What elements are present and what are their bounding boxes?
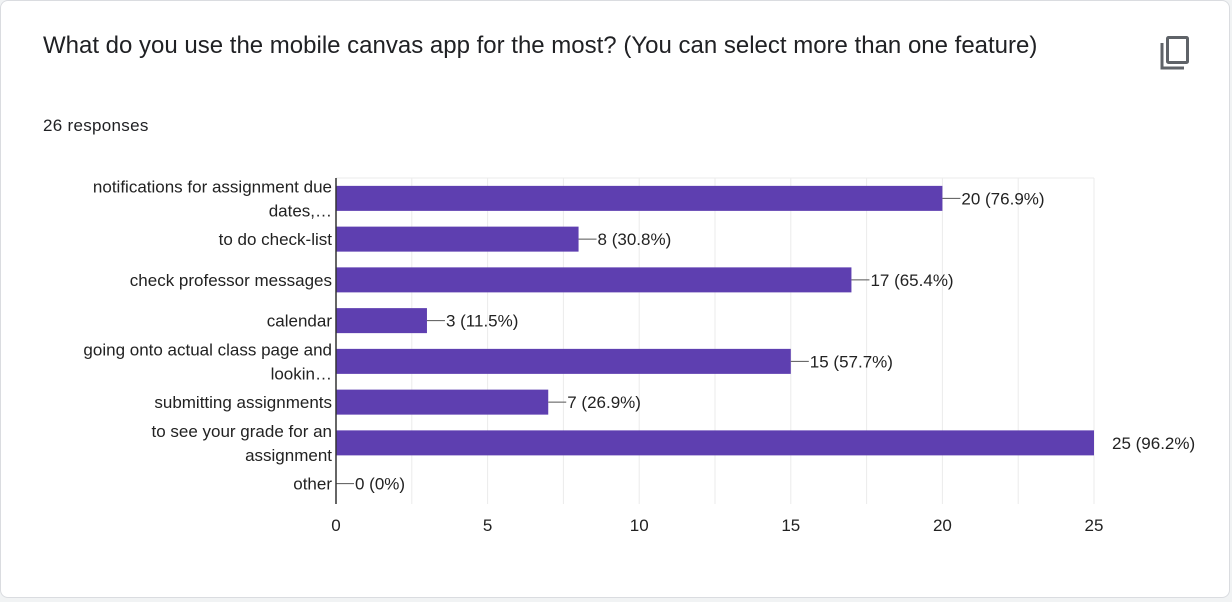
x-tick-label: 10 xyxy=(630,516,649,535)
x-tick-label: 5 xyxy=(483,516,492,535)
bar xyxy=(336,267,852,293)
response-count: 26 responses xyxy=(43,116,149,135)
category-label: check professor messages xyxy=(130,271,332,290)
x-tick-label: 15 xyxy=(781,516,800,535)
bar xyxy=(336,226,579,252)
category-label: calendar xyxy=(267,312,333,331)
data-label: 17 (65.4%) xyxy=(870,271,953,290)
data-label: 8 (30.8%) xyxy=(598,230,672,249)
category-label: other xyxy=(293,475,332,494)
data-label: 25 (96.2%) xyxy=(1112,434,1195,453)
data-label: 3 (11.5%) xyxy=(446,312,518,331)
data-label: 7 (26.9%) xyxy=(567,393,641,412)
data-label: 20 (76.9%) xyxy=(961,189,1044,208)
x-tick-label: 25 xyxy=(1085,516,1104,535)
bar xyxy=(336,430,1094,456)
category-label: lookin… xyxy=(271,364,332,383)
category-label: going onto actual class page and xyxy=(83,340,332,359)
bar xyxy=(336,348,791,374)
x-tick-label: 20 xyxy=(933,516,952,535)
question-title: What do you use the mobile canvas app fo… xyxy=(43,32,1038,59)
category-label: submitting assignments xyxy=(154,393,332,412)
category-label: assignment xyxy=(245,446,332,465)
data-label: 15 (57.7%) xyxy=(810,352,893,371)
data-label: 0 (0%) xyxy=(355,475,405,494)
category-label: to do check-list xyxy=(219,230,333,249)
category-label: to see your grade for an xyxy=(151,422,332,441)
category-label: notifications for assignment due xyxy=(93,177,332,196)
copy-icon xyxy=(1160,36,1189,70)
category-label: dates,… xyxy=(269,201,332,220)
x-tick-label: 0 xyxy=(331,516,340,535)
copy-chart-button[interactable] xyxy=(1151,29,1199,77)
bar xyxy=(336,389,549,415)
bar xyxy=(336,308,427,334)
bar xyxy=(336,185,943,211)
